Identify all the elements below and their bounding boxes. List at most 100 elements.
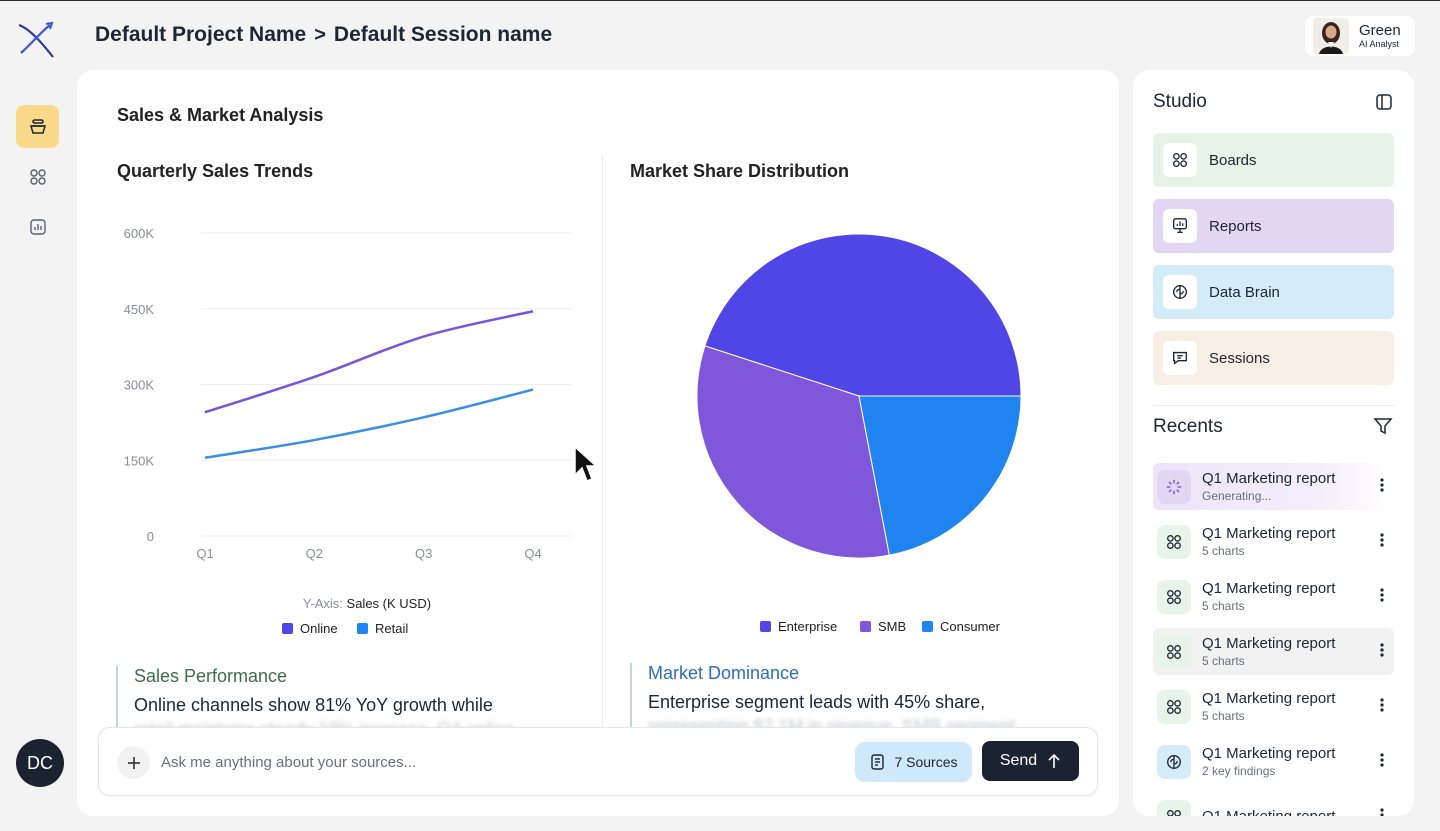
studio-item-label: Reports [1209,217,1262,235]
recent-item-subtitle: Generating... [1202,489,1272,503]
recent-item-icon [1157,524,1191,559]
grid-icon [29,168,46,185]
recent-item-subtitle: 5 charts [1202,544,1245,558]
send-button[interactable]: Send [982,741,1079,781]
legend-swatch [760,621,771,632]
legend-label: Enterprise [778,619,837,634]
more-vertical-icon[interactable] [1380,697,1384,713]
legend-label: Online [300,621,338,636]
chat-composer: 7 Sources Send [98,727,1098,796]
studio-item-boards[interactable]: Boards [1153,133,1394,187]
insight-body: Enterprise segment leads with 45% share, [648,692,986,712]
recent-item-icon [1157,469,1191,504]
mouse-cursor [574,445,598,482]
chat-input[interactable] [161,748,721,776]
pie-slice-enterprise [704,233,1022,397]
user-avatar[interactable]: DC [16,739,64,787]
chat-icon [1173,351,1187,365]
analysis-title: Sales & Market Analysis [117,105,324,125]
bowl-icon [29,118,46,134]
legend-label: Retail [375,621,408,636]
y-axis-prefix: Y-Axis: [303,596,343,611]
recent-item-subtitle: 5 charts [1202,654,1245,668]
pie-chart-title: Market Share Distribution [630,161,850,181]
sources-label: 7 Sources [894,754,958,770]
arrow-up-icon [1048,753,1060,768]
recent-item-name: Q1 Marketing report [1202,470,1336,487]
more-vertical-icon[interactable] [1380,642,1384,658]
recent-item-icon [1157,689,1191,724]
pie-slice-consumer [858,395,1022,556]
insight-title: Sales Performance [134,666,288,686]
rail-boards-button[interactable] [16,155,59,198]
studio-divider [1153,405,1394,406]
studio-item-data-brain[interactable]: Data Brain [1153,265,1394,319]
recent-item[interactable]: Q1 Marketing report 5 charts [1153,683,1394,730]
x-tick-label: Q1 [196,546,213,561]
series-line-online [204,310,534,414]
column-divider [602,156,603,796]
studio-panel: Studio Boards Reports Data Brain [1133,70,1414,816]
studio-item-sessions[interactable]: Sessions [1153,331,1394,385]
pie-slice-smb [696,345,890,559]
y-tick-label: 0 [147,529,154,544]
breadcrumb-session[interactable]: Default Session name [333,23,553,46]
recent-item-name: Q1 Marketing report [1202,745,1336,762]
breadcrumb: Default Project Name > Default Session n… [95,23,552,47]
legend-label: SMB [878,619,906,634]
legend-label: Consumer [940,619,1001,634]
studio-item-label: Boards [1209,151,1257,169]
y-tick-label: 600K [124,226,155,241]
recent-item-name: Q1 Marketing report [1202,807,1335,816]
legend-swatch [860,621,871,632]
analyst-role: AI Analyst [1359,38,1400,49]
add-attachment-button[interactable] [117,746,150,779]
line-chart: 0 150K 300K 450K 600K Q1 Q2 Q3 Q4 Y-Axis: Sales (… [124,226,572,636]
grid-icon [1167,589,1181,604]
app-logo[interactable] [16,19,56,59]
recent-item[interactable]: Q1 Marketing report 5 charts [1153,573,1394,620]
panel-toggle-icon[interactable] [1375,93,1393,111]
recent-item[interactable]: Q1 Marketing report 2 key findings [1153,738,1394,785]
more-vertical-icon[interactable] [1380,477,1384,493]
recent-item-icon [1157,579,1191,614]
x-tick-label: Q3 [415,546,432,561]
recent-item[interactable]: Q1 Marketing report Generating... [1153,463,1394,510]
filter-icon[interactable] [1373,416,1393,436]
recent-item-name: Q1 Marketing report [1202,525,1336,542]
recents-title: Recents [1153,416,1223,437]
recent-item-subtitle: 2 key findings [1202,764,1276,778]
recent-item-subtitle: 5 charts [1202,709,1245,723]
sources-icon [871,754,885,770]
more-vertical-icon[interactable] [1380,807,1384,816]
more-vertical-icon[interactable] [1380,587,1384,603]
recent-item-name: Q1 Marketing report [1202,690,1336,707]
more-vertical-icon[interactable] [1380,752,1384,768]
recent-item[interactable]: Q1 Marketing report [1153,793,1394,816]
rail-workspace-button[interactable] [16,105,59,148]
rail-reports-button[interactable] [16,205,59,248]
breadcrumb-project[interactable]: Default Project Name [95,23,307,46]
grid-icon [1167,644,1181,659]
y-tick-label: 450K [124,302,155,317]
sources-button[interactable]: 7 Sources [855,742,972,782]
studio-item-label: Data Brain [1209,283,1280,301]
recent-item-name: Q1 Marketing report [1202,580,1336,597]
ai-analyst-profile[interactable]: Green AI Analyst [1305,16,1415,56]
x-tick-label: Q2 [306,546,323,561]
recent-item-icon [1157,634,1191,669]
recent-item-icon [1157,799,1191,816]
plus-icon [127,756,140,769]
send-label: Send [999,752,1038,769]
grid-icon [1167,534,1181,549]
studio-item-reports[interactable]: Reports [1153,199,1394,253]
analysis-card: Sales & Market Analysis Quarterly Sales … [77,70,1119,816]
legend-swatch [922,621,933,632]
legend-swatch [357,623,368,634]
more-vertical-icon[interactable] [1380,532,1384,548]
chart-icon [29,218,46,235]
y-tick-label: 300K [124,378,155,393]
recent-item[interactable]: Q1 Marketing report 5 charts [1153,518,1394,565]
recent-item[interactable]: Q1 Marketing report 5 charts [1153,628,1394,675]
analyst-avatar [1313,18,1349,54]
